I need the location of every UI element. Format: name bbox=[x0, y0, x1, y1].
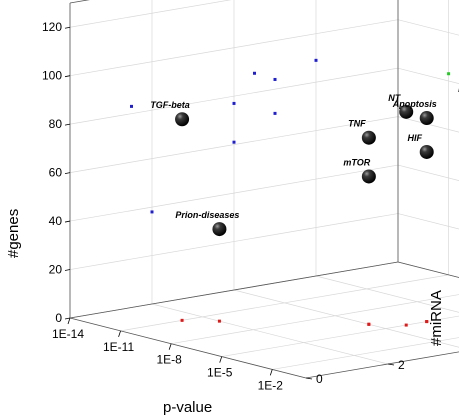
z-tick-label: 40 bbox=[49, 214, 63, 228]
data-sphere bbox=[361, 169, 376, 184]
frame-edge bbox=[398, 0, 459, 7]
grid-line bbox=[69, 0, 232, 28]
grid-line bbox=[398, 0, 459, 31]
projection-genes-pvalue bbox=[253, 71, 256, 75]
point-label: TNF bbox=[348, 119, 366, 129]
z-tick-label: 120 bbox=[42, 20, 62, 34]
grid-line bbox=[397, 164, 459, 181]
grid-line bbox=[397, 116, 459, 133]
projection-genes-pvalue bbox=[130, 104, 133, 108]
projection-genes-pvalue bbox=[273, 111, 277, 115]
projection-mirna-pvalue bbox=[367, 322, 371, 326]
z-tick-mark bbox=[64, 75, 71, 78]
projection-mirna-pvalue bbox=[217, 319, 221, 323]
grid-line bbox=[397, 67, 459, 85]
point-label: Prion-diseases bbox=[175, 210, 239, 220]
y-axis-title: #miRNA bbox=[428, 290, 445, 346]
z-axis-ticks: 0 20 40 60 80 100 120 bbox=[42, 20, 71, 325]
y-tick-label: 0 bbox=[316, 372, 323, 386]
x-tick-mark bbox=[219, 356, 223, 363]
z-tick-mark bbox=[64, 172, 71, 175]
point-label: TGF-beta bbox=[150, 100, 190, 110]
x-tick-mark bbox=[67, 317, 71, 325]
projection-mirna-pvalue bbox=[425, 320, 429, 324]
data-spheres bbox=[175, 104, 434, 237]
z-tick-label: 60 bbox=[49, 166, 63, 180]
grid-line bbox=[233, 289, 459, 348]
grid-line bbox=[151, 303, 389, 365]
data-sphere bbox=[175, 112, 190, 127]
grid-line bbox=[315, 275, 459, 313]
grid-line bbox=[171, 294, 459, 345]
grid-line bbox=[397, 213, 459, 230]
point-label: NT bbox=[388, 93, 401, 103]
grid-line bbox=[221, 315, 459, 357]
frame-edge bbox=[69, 261, 399, 319]
frame-edge bbox=[305, 351, 459, 379]
frame-edge bbox=[397, 261, 459, 278]
z-tick-mark bbox=[64, 220, 71, 223]
projection-genes-pvalue bbox=[150, 210, 154, 214]
data-sphere bbox=[399, 104, 414, 119]
x-axis-ticks: 1E-14 1E-11 1E-8 1E-5 1E-2 bbox=[52, 317, 284, 392]
z-axis-title: #genes bbox=[5, 209, 22, 258]
y-tick-label: 2 bbox=[398, 358, 405, 372]
x-tick-mark bbox=[269, 369, 273, 376]
axes-frame bbox=[69, 0, 459, 379]
point-label: Apoptosis bbox=[392, 99, 437, 109]
grid-lines bbox=[69, 0, 459, 379]
data-sphere bbox=[212, 222, 227, 237]
data-sphere bbox=[419, 144, 434, 159]
y-tick-mark bbox=[305, 377, 313, 380]
z-tick-mark bbox=[64, 269, 71, 271]
x-tick-label: 1E-11 bbox=[103, 340, 134, 354]
grid-line bbox=[397, 19, 459, 36]
projection-points bbox=[130, 58, 451, 327]
z-tick-label: 20 bbox=[49, 263, 63, 277]
z-tick-mark bbox=[64, 123, 71, 126]
x-tick-mark bbox=[118, 330, 121, 337]
data-sphere bbox=[361, 130, 376, 145]
z-tick-label: 80 bbox=[49, 117, 63, 131]
frame-edge bbox=[69, 317, 307, 379]
projection-genes-mirna bbox=[447, 72, 451, 76]
z-tick-mark bbox=[64, 317, 71, 320]
projection-genes-pvalue bbox=[232, 101, 236, 105]
x-tick-label: 1E-2 bbox=[258, 378, 284, 392]
projection-mirna-pvalue bbox=[180, 318, 184, 322]
projection-mirna-pvalue bbox=[404, 323, 408, 327]
x-axis-title: p-value bbox=[163, 399, 212, 416]
point-label: mTOR bbox=[343, 157, 370, 167]
z-tick-label: 0 bbox=[55, 311, 62, 325]
x-tick-label: 1E-5 bbox=[207, 366, 233, 380]
x-tick-label: 1E-14 bbox=[52, 327, 84, 341]
projection-genes-pvalue bbox=[314, 58, 318, 62]
x-tick-mark bbox=[168, 343, 172, 350]
projection-genes-pvalue bbox=[273, 77, 277, 81]
z-tick-label: 100 bbox=[42, 69, 62, 83]
data-sphere bbox=[419, 111, 434, 126]
y-axis-ticks: 02468 bbox=[305, 358, 405, 386]
y-tick-mark bbox=[387, 363, 395, 366]
projection-genes-pvalue bbox=[232, 140, 236, 144]
point-label: HIF bbox=[407, 133, 422, 143]
x-tick-label: 1E-8 bbox=[156, 353, 182, 367]
z-tick-mark bbox=[64, 26, 71, 29]
